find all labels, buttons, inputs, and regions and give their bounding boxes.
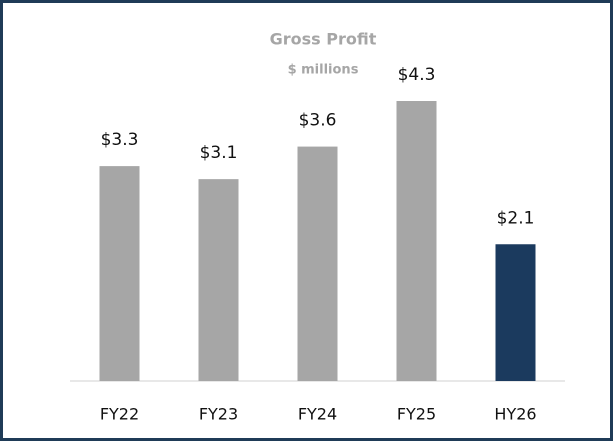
bar [495, 244, 536, 381]
data-label: $3.3 [101, 130, 139, 150]
x-tick-label: FY25 [397, 405, 436, 424]
data-label: $4.3 [398, 65, 436, 85]
data-label: $2.1 [497, 208, 535, 228]
bar [297, 146, 338, 381]
x-tick-label: FY23 [199, 405, 238, 424]
data-label: $3.6 [299, 111, 337, 131]
bar [99, 166, 140, 381]
data-label: $3.1 [200, 143, 238, 163]
bar [198, 179, 239, 381]
chart-subtitle: $ millions [288, 63, 359, 78]
x-tick-label: HY26 [494, 405, 536, 424]
x-tick-label: FY24 [298, 405, 337, 424]
bar [396, 101, 437, 381]
chart-title: Gross Profit [270, 30, 377, 49]
x-tick-label: FY22 [100, 405, 139, 424]
